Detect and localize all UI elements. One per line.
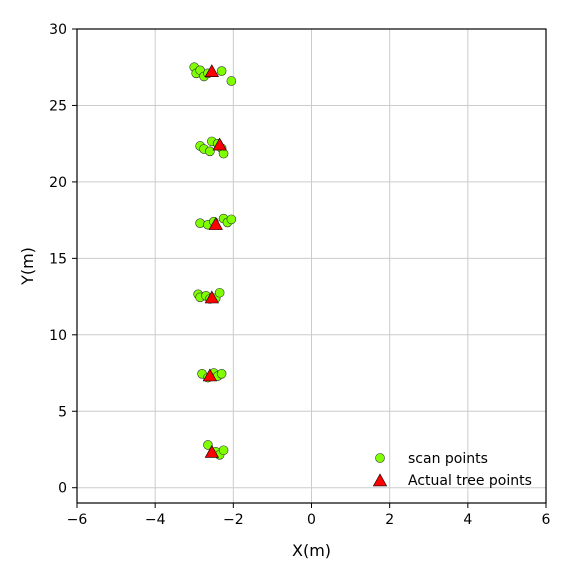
x-tick-label: 2 xyxy=(385,512,394,528)
x-tick-label: 4 xyxy=(463,512,472,528)
x-axis-label: X(m) xyxy=(292,541,331,560)
axis-ticks: −6 −4 −2 0 2 4 6 0 5 10 15 20 25 30 xyxy=(49,22,550,528)
tree-point xyxy=(202,368,218,382)
scan-point xyxy=(203,440,213,450)
tree-point xyxy=(204,290,219,304)
legend-marker-scan-points xyxy=(375,453,385,463)
scan-point xyxy=(205,146,215,157)
scan-point xyxy=(216,368,227,379)
data-points xyxy=(189,62,237,460)
x-tick-label: −2 xyxy=(223,512,244,528)
y-tick-label: 5 xyxy=(58,404,67,420)
y-tick-label: 25 xyxy=(49,98,67,114)
y-tick-label: 30 xyxy=(49,22,67,38)
x-tick-label: −6 xyxy=(67,512,88,528)
scan-point xyxy=(226,76,237,86)
grid-lines xyxy=(76,28,547,503)
y-tick-label: 0 xyxy=(58,481,67,497)
scan-point xyxy=(218,445,229,456)
x-tick-label: −4 xyxy=(145,512,166,528)
scan-point xyxy=(214,287,225,298)
tree-point xyxy=(204,444,219,458)
y-tick-label: 10 xyxy=(49,328,67,344)
legend: scan points Actual tree points xyxy=(372,451,532,489)
tree-point xyxy=(212,137,227,151)
tree-point xyxy=(204,64,219,78)
scan-point xyxy=(226,214,237,225)
legend-label-actual-tree-points: Actual tree points xyxy=(408,473,532,489)
y-tick-label: 20 xyxy=(49,175,67,191)
x-tick-label: 6 xyxy=(542,512,551,528)
y-axis-label: Y(m) xyxy=(18,247,37,286)
tree-point xyxy=(208,217,223,230)
scan-point xyxy=(218,148,229,159)
legend-label-scan-points: scan points xyxy=(408,451,488,467)
scan-point xyxy=(216,66,227,76)
y-tick-label: 15 xyxy=(49,251,67,267)
scan-point xyxy=(195,218,205,228)
x-tick-label: 0 xyxy=(307,512,316,528)
legend-marker-actual-tree-points xyxy=(372,473,388,487)
